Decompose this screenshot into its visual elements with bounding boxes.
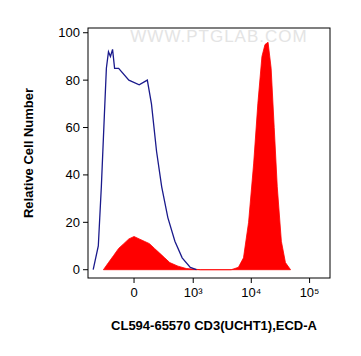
y-tick [83,32,88,33]
x-tick-label: 10⁴ [241,285,261,300]
x-tick [134,278,135,283]
x-tick [193,278,194,283]
y-tick-label: 40 [66,167,80,182]
x-tick-label: 10³ [184,285,203,300]
y-tick [83,127,88,128]
x-tick [251,278,252,283]
area-series [103,42,290,269]
x-axis-label: CL594-65570 CD3(UCHT1),ECD-A [111,318,317,333]
x-tick-label: 10⁵ [300,285,320,300]
y-tick-label: 100 [58,25,80,40]
y-tick [83,222,88,223]
y-tick-label: 0 [73,262,80,277]
y-tick [83,80,88,81]
line-series [93,49,196,269]
y-axis-label: Relative Cell Number [21,88,36,218]
x-tick-label: 0 [130,285,137,300]
y-tick-label: 60 [66,120,80,135]
y-tick-label: 20 [66,215,80,230]
chart: WWW.PTGLAB.COM 0 20 40 60 80 100 0 10³ 10⁴ 10⁵ CL59… [0,0,361,356]
x-tick [309,278,310,283]
plot-frame [88,28,330,278]
y-tick [83,269,88,270]
y-tick-label: 80 [66,73,80,88]
watermark: WWW.PTGLAB.COM [130,27,307,46]
plot-marks [93,42,290,269]
y-tick [83,174,88,175]
